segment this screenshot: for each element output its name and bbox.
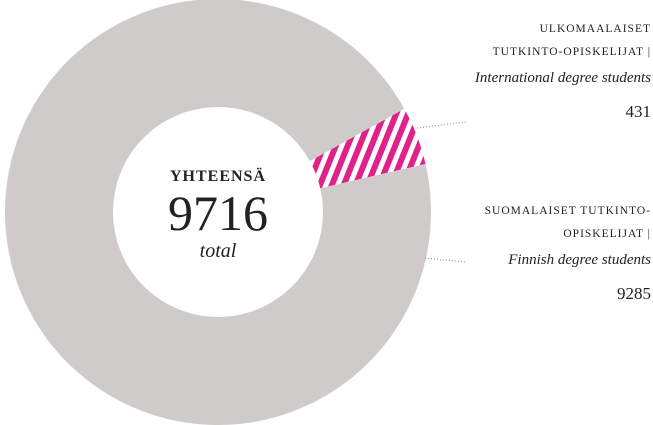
center-label: YHTEENSÄ 9716 total	[118, 168, 318, 263]
value-label: 9285	[617, 284, 651, 303]
slices	[5, 0, 431, 425]
category-label: ULKOMAALAISET TUTKINTO-OPISKELIJAT |	[492, 23, 651, 58]
label-block: SUOMALAISET TUTKINTO-OPISKELIJAT | Finni…	[436, 200, 651, 314]
category-subtitle: Finnish degree students	[508, 252, 651, 268]
category-label: SUOMALAISET TUTKINTO-OPISKELIJAT |	[484, 205, 651, 240]
center-title: YHTEENSÄ	[169, 168, 267, 185]
total-label: total	[199, 240, 237, 262]
total: 9716	[168, 185, 268, 241]
slice	[309, 108, 426, 189]
slice	[5, 0, 431, 425]
value-label: 431	[625, 102, 652, 121]
label-block: ULKOMAALAISET TUTKINTO-OPISKELIJAT | Int…	[436, 18, 651, 132]
leader-line	[416, 121, 467, 129]
leader-line	[424, 257, 467, 263]
category-subtitle: International degree students	[474, 70, 651, 86]
